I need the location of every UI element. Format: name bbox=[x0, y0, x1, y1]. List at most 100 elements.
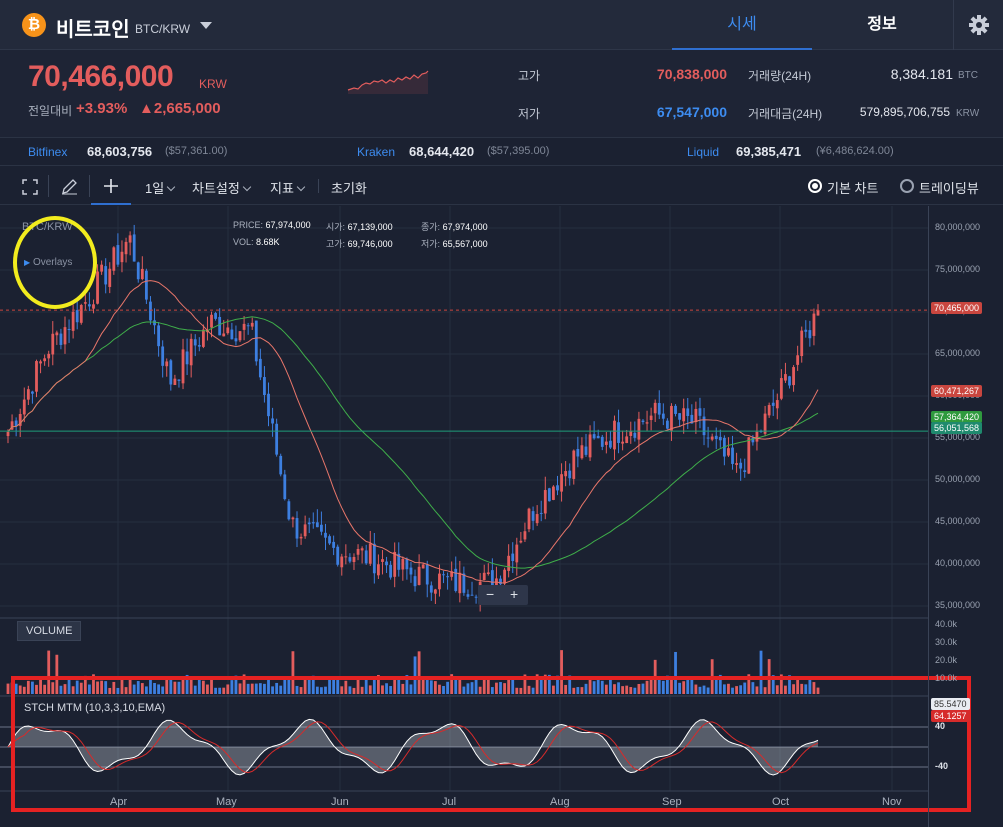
candle-body bbox=[438, 573, 441, 590]
volume-bar bbox=[315, 686, 319, 694]
amount-unit: KRW bbox=[956, 108, 980, 119]
volume-bar bbox=[702, 685, 706, 694]
candle-body bbox=[59, 333, 63, 345]
candle-body bbox=[397, 553, 401, 570]
volume-bar bbox=[6, 683, 10, 694]
tab-info[interactable]: 정보 bbox=[867, 16, 897, 33]
settings-button[interactable] bbox=[953, 0, 1003, 50]
volume-bar bbox=[79, 682, 83, 694]
candle-body bbox=[714, 435, 718, 440]
volume-bar bbox=[185, 674, 189, 694]
candle-body bbox=[348, 557, 352, 562]
stoch-area bbox=[8, 719, 818, 775]
chevron-down-icon bbox=[242, 182, 252, 192]
reset-button[interactable]: 초기화 bbox=[331, 181, 367, 196]
volume-bar bbox=[405, 675, 409, 694]
candle-body bbox=[690, 414, 694, 424]
candle-body bbox=[181, 349, 185, 384]
volume-bar bbox=[275, 682, 279, 694]
volume-bar bbox=[727, 683, 730, 694]
candle-body bbox=[295, 518, 299, 539]
volume-bar bbox=[92, 674, 95, 694]
pencil-icon[interactable] bbox=[61, 178, 78, 195]
volume-bar bbox=[792, 684, 795, 694]
volume-bar bbox=[100, 680, 104, 694]
chart-toolbar: 1일 차트설정 지표 초기화 기본 차트 트레이딩뷰 bbox=[0, 167, 1003, 205]
volume-label: 거래량(24H) bbox=[748, 69, 812, 83]
volume-bar bbox=[482, 679, 486, 694]
candle-body bbox=[751, 437, 755, 443]
volume-bar bbox=[31, 681, 34, 694]
tradingview-radio[interactable] bbox=[900, 179, 914, 193]
volume-bar bbox=[462, 686, 466, 694]
candle-body bbox=[210, 314, 213, 328]
volume-bar bbox=[250, 683, 254, 694]
candle-body bbox=[470, 594, 474, 596]
amount-label: 거래대금(24H) bbox=[748, 107, 823, 121]
volume-bar bbox=[206, 684, 209, 694]
candle-body bbox=[6, 431, 10, 437]
volume-bar bbox=[67, 679, 71, 694]
basic-chart-radio[interactable] bbox=[808, 179, 822, 193]
candlestick-chart[interactable] bbox=[0, 206, 928, 827]
zoom-out-button[interactable]: − bbox=[486, 586, 495, 602]
candle-body bbox=[796, 355, 800, 365]
month-label: Oct bbox=[772, 796, 790, 808]
tab-quote[interactable]: 시세 bbox=[672, 0, 812, 50]
volume-bar bbox=[486, 677, 490, 694]
candle-body bbox=[674, 405, 677, 414]
stoch-axis-label: 40 bbox=[935, 721, 946, 731]
volume-bar bbox=[543, 674, 547, 694]
candle-body bbox=[543, 490, 547, 514]
interval-dropdown[interactable]: 1일 bbox=[145, 178, 176, 197]
candle-body bbox=[320, 524, 323, 532]
candle-body bbox=[804, 329, 808, 332]
candle-body bbox=[409, 567, 413, 575]
volume-bar bbox=[694, 684, 698, 694]
volume-bar bbox=[739, 685, 743, 694]
coin-pair[interactable]: BTC/KRW bbox=[135, 22, 191, 36]
candle-body bbox=[214, 313, 217, 319]
tradingview-label[interactable]: 트레이딩뷰 bbox=[919, 181, 979, 196]
gear-icon bbox=[969, 15, 989, 35]
candle-body bbox=[747, 437, 751, 474]
ohlc-label: 시가: bbox=[326, 222, 346, 232]
crosshair-button[interactable] bbox=[91, 167, 131, 205]
volume-bar bbox=[153, 682, 156, 694]
annotation-rectangle bbox=[11, 676, 971, 812]
chevron-down-icon[interactable] bbox=[200, 22, 212, 29]
price-chart[interactable]: PRICE: 67,974,000 시가: 67,139,000 종가: 67,… bbox=[0, 206, 1003, 827]
volume-bar bbox=[446, 681, 449, 694]
volume-bar bbox=[189, 678, 193, 694]
candle-body bbox=[539, 512, 543, 514]
chart-settings-dropdown[interactable]: 차트설정 bbox=[192, 178, 252, 197]
volume-bar bbox=[112, 681, 116, 694]
volume-bar bbox=[116, 687, 120, 694]
volume-bar bbox=[222, 687, 226, 694]
ohlc-value: 65,567,000 bbox=[442, 239, 488, 249]
basic-chart-label[interactable]: 기본 차트 bbox=[827, 181, 879, 196]
volume-bar bbox=[230, 680, 234, 694]
candle-body bbox=[450, 571, 454, 577]
candle-body bbox=[718, 436, 722, 441]
volume-bar bbox=[706, 687, 710, 694]
volume-bar bbox=[527, 685, 531, 694]
volume-bar bbox=[18, 685, 22, 694]
volume-bar bbox=[83, 675, 87, 694]
candle-body bbox=[560, 474, 563, 492]
ma-short-line bbox=[7, 280, 819, 584]
zoom-in-button[interactable]: + bbox=[510, 586, 519, 602]
volume-bar bbox=[381, 685, 384, 694]
ohlc-label: 고가: bbox=[326, 239, 346, 249]
indicators-dropdown[interactable]: 지표 bbox=[270, 178, 306, 197]
ohlc-label: 저가: bbox=[421, 239, 441, 249]
coin-name[interactable]: 비트코인 bbox=[56, 19, 130, 41]
axis-label: 50,000,000 bbox=[935, 474, 981, 484]
volume-bar bbox=[775, 685, 779, 694]
volume-bar bbox=[157, 684, 161, 694]
fullscreen-icon[interactable] bbox=[22, 179, 38, 195]
ohlc-label: 종가: bbox=[421, 222, 441, 232]
volume-bar bbox=[592, 681, 596, 694]
candle-body bbox=[381, 559, 384, 562]
volume-bar bbox=[279, 685, 283, 694]
